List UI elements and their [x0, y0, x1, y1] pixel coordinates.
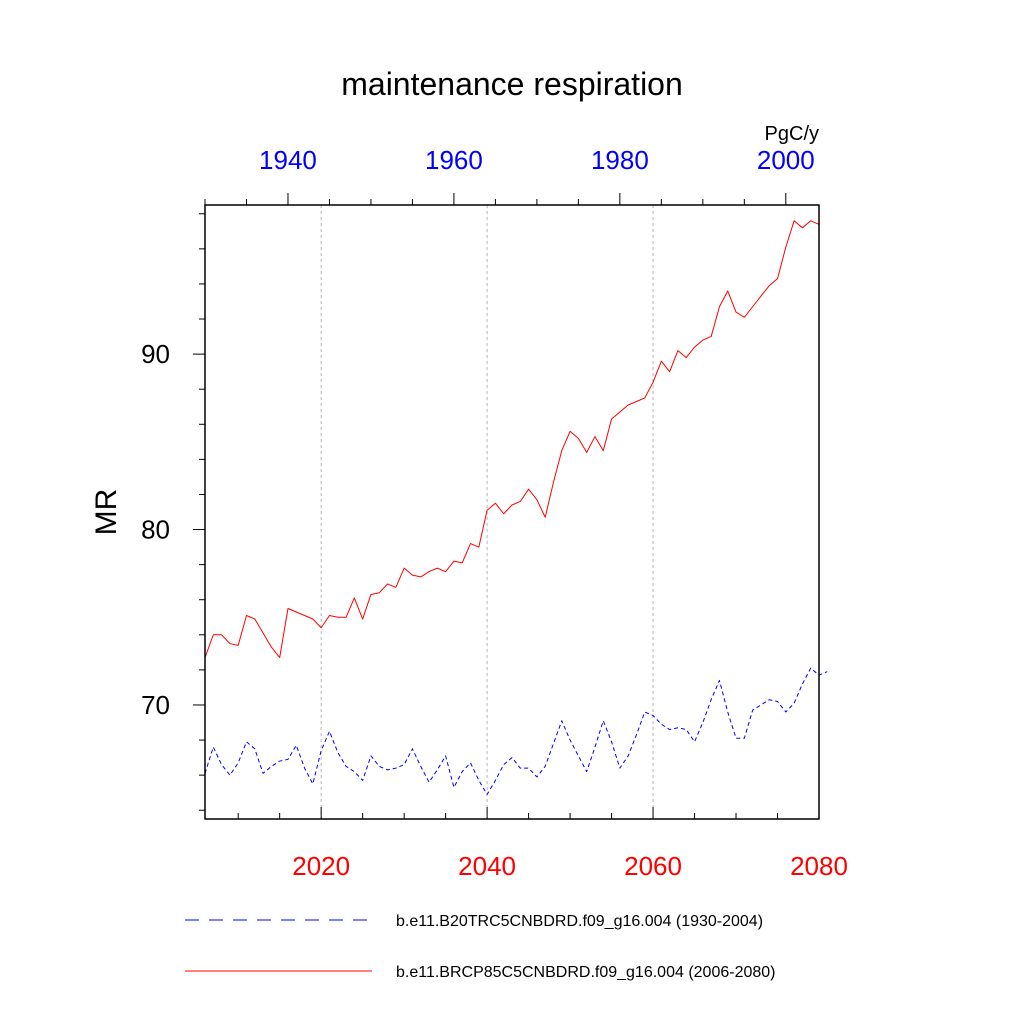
y-axis-label: MR [90, 489, 123, 536]
units-label: PgC/y [765, 123, 819, 145]
legend-label-rcp85: b.e11.BRCP85C5CNBDRD.f09_g16.004 (2006-2… [396, 964, 775, 981]
top-tick-label-1940: 1940 [259, 145, 317, 175]
series-line-1 [204, 220, 820, 659]
legend: b.e11.B20TRC5CNBDRD.f09_g16.004 (1930-20… [185, 913, 775, 981]
bottom-tick-label-2020: 2020 [292, 851, 350, 881]
top-tick-label-1980: 1980 [591, 145, 649, 175]
top-tick-label-2000: 2000 [757, 145, 815, 175]
plot-frame [204, 204, 820, 820]
series-line-0 [204, 667, 828, 795]
top-tick-label-1960: 1960 [425, 145, 483, 175]
y-tick-label-70: 70 [141, 690, 170, 720]
axis-ticks [193, 193, 820, 819]
bottom-tick-label-2060: 2060 [624, 851, 682, 881]
chart-title: maintenance respiration [341, 66, 683, 102]
y-tick-label-90: 90 [141, 339, 170, 369]
bottom-tick-label-2080: 2080 [790, 851, 848, 881]
bottom-tick-label-2040: 2040 [458, 851, 516, 881]
y-tick-label-80: 80 [141, 515, 170, 545]
series-lines [204, 220, 828, 795]
tick-labels: 2020 2040 2060 2080 1940 1960 1980 2000 70 80 90 [141, 145, 848, 881]
legend-label-historical: b.e11.B20TRC5CNBDRD.f09_g16.004 (1930-20… [396, 913, 763, 930]
